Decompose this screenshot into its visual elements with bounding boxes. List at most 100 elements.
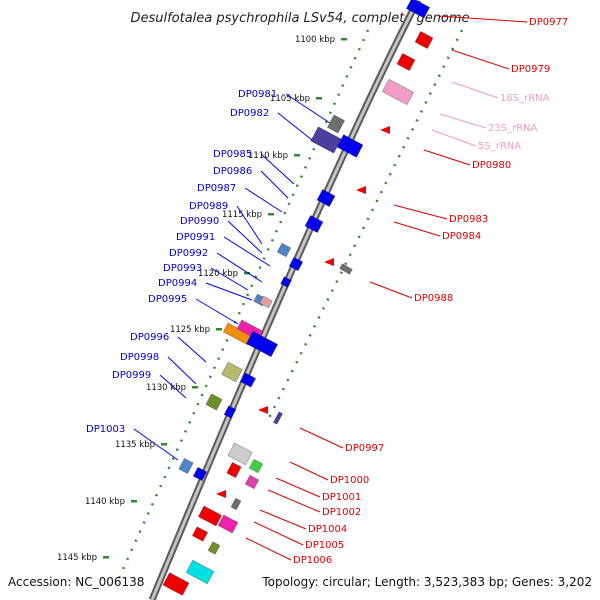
right-leader-line [299,427,344,449]
right-leader-line [253,521,304,546]
kbp-tick-label: 1130 kbp [146,383,186,393]
gene-label: DP0998 [120,352,159,363]
left-leader-line [244,187,283,213]
right-leader-line [437,15,528,23]
rrna-label: 5S_rRNA [478,141,521,152]
right-leader-line [451,81,499,99]
plus-gene-shape [223,405,237,419]
minus-gene-arrow [356,186,366,194]
gene-label: DP0983 [449,214,488,225]
minus-gene-shape [198,505,222,527]
gene-shape [207,541,221,555]
gene-label: DP0990 [180,216,219,227]
gene-label: DP0997 [345,443,384,454]
right-leader-line [275,477,321,498]
gene-label: DP1002 [322,507,361,518]
kbp-tick-label: 1125 kbp [170,325,210,335]
right-leader-line [393,221,441,237]
left-leader-line [205,282,253,301]
gene-shape [259,295,273,309]
gene-shape [245,475,259,489]
left-leader-line [177,336,207,363]
left-leader-line [223,236,271,267]
left-leader-line [210,267,249,291]
left-leader-line [133,428,179,461]
left-gene-labels: DP0981 DP0982 DP0985 DP0986 DP0987 DP0989 DP09… [86,89,277,435]
plus-gene-shape [336,134,364,158]
gene-label: DP0989 [189,201,228,212]
gene-shape [178,458,194,474]
minus-gene-arrow [380,126,390,134]
plus-gene-shape [240,372,256,388]
gene-label: DP0986 [213,166,252,177]
gene-label: DP0979 [511,64,550,75]
left-leader-line [227,220,263,254]
left-leader-line [195,298,239,325]
gene-shape [339,263,353,275]
minus-gene-shape [396,53,416,71]
plus-gene-shape [304,215,324,233]
plus-gene-shape [193,467,207,481]
left-label-leaders [133,93,331,461]
backbone-outline [148,0,422,600]
gene-label: DP0996 [130,332,169,343]
plus-gene-shape [289,257,303,271]
kbp-tick-mark [192,386,198,389]
plus-gene-shape [246,331,278,357]
right-leader-line [431,129,477,147]
outer-tick-track [266,29,464,421]
gene-shape [227,442,253,466]
kbp-tick-label: 1145 kbp [57,553,97,563]
gene-label: DP0982 [230,108,269,119]
left-leader-line [159,374,187,399]
kbp-tick-label: 1120 kbp [198,269,238,279]
minus-gene-shape [192,526,208,542]
kbp-tick-label: 1110 kbp [248,151,288,161]
right-gene-labels: DP0977 DP0979 16S_rRNA 23S_rRNA 5S_rRNA DP098… [293,17,568,566]
inner-tick-track [116,29,370,581]
summary-label: Topology: circular; Length: 3,523,383 bp… [261,575,592,589]
gene-shape [217,514,239,534]
gene-label: DP0987 [197,183,236,194]
gene-label: DP1004 [308,524,347,535]
rrna-label: 16S_rRNA [500,93,550,104]
minus-gene-arrow [324,258,334,266]
gene-label: DP0985 [213,149,252,160]
kbp-tick-mark [244,272,250,275]
kbp-tick-mark [268,213,274,216]
plus-gene-shape [406,0,430,19]
right-leader-line [289,461,329,481]
kbp-tick-label: 1115 kbp [222,210,262,220]
gene-label: DP0980 [472,160,511,171]
right-leader-line [259,509,307,530]
kbp-tick-labels: 1100 kbp 1105 kbp 1110 kbp 1115 kbp 1120 kbp… [57,35,347,563]
kbp-tick-mark [316,97,322,100]
gene-shape [249,459,263,473]
gene-shape [230,497,242,511]
gene-label: DP1003 [86,424,125,435]
kbp-tick-label: 1105 kbp [270,94,310,104]
right-leader-line [369,281,413,299]
right-leader-line [267,489,321,513]
left-leader-line [216,252,263,283]
gene-label: DP1006 [293,555,332,566]
minus-gene-shape [162,572,190,596]
gene-label: DP0992 [169,248,208,259]
left-leader-line [277,112,313,141]
gene-label: DP1000 [330,475,369,486]
gene-shape [221,361,243,383]
gene-shape [205,393,223,411]
kbp-tick-mark [131,500,137,503]
gene-features [162,0,434,596]
gene-label: DP0984 [442,231,481,242]
kbp-tick-mark [103,556,109,559]
gene-label: DP0981 [238,89,277,100]
gene-label: DP1001 [322,492,361,503]
gene-label: DP0988 [414,293,453,304]
kbp-tick-mark [341,38,347,41]
backbone-highlight [150,0,420,600]
gene-label: DP1005 [305,540,344,551]
kbp-tick-label: 1100 kbp [295,35,335,45]
left-leader-line [260,153,295,185]
